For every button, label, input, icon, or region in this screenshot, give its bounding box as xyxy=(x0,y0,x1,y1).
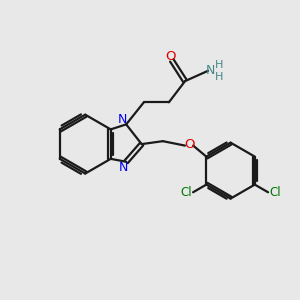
Text: H: H xyxy=(215,60,224,70)
Text: N: N xyxy=(118,113,127,126)
Text: O: O xyxy=(165,50,175,63)
Text: Cl: Cl xyxy=(269,187,281,200)
Text: N: N xyxy=(206,64,215,77)
Text: N: N xyxy=(119,161,128,174)
Text: O: O xyxy=(184,139,194,152)
Text: H: H xyxy=(215,72,224,82)
Text: Cl: Cl xyxy=(180,187,192,200)
